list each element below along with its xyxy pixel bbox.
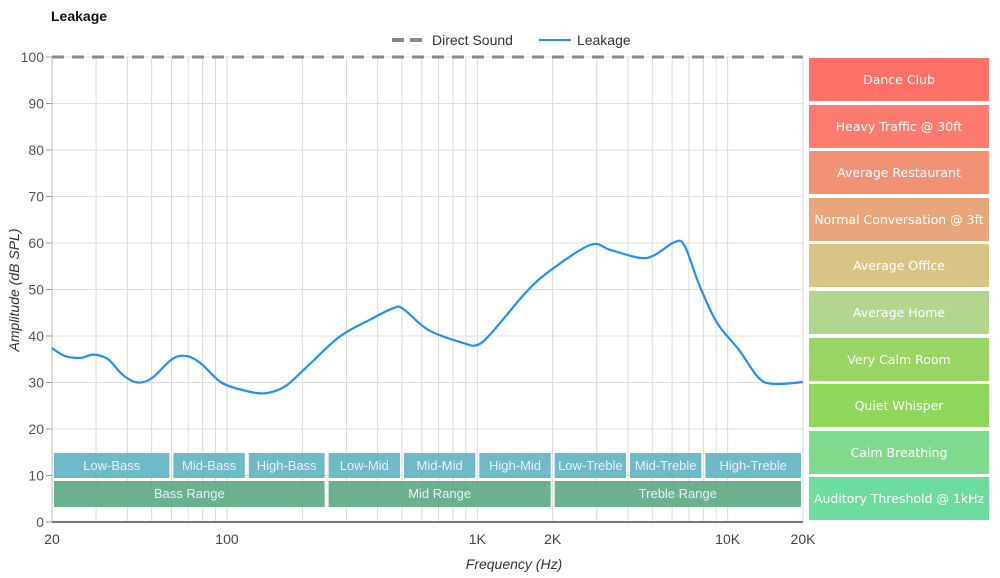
y-tick-label: 10 xyxy=(28,468,44,484)
legend-label: Direct Sound xyxy=(432,32,513,48)
reference-level-normal-conversation-3ft: Normal Conversation @ 3ft xyxy=(809,197,989,241)
band-mid-mid xyxy=(403,453,476,478)
band-label: Mid-Treble xyxy=(635,458,697,473)
dashed-line-icon xyxy=(392,38,426,42)
leakage-curve xyxy=(51,239,804,395)
y-axis-label: Amplitude (dB SPL) xyxy=(6,229,22,353)
y-tick-label: 90 xyxy=(28,96,44,112)
reference-level-heavy-traffic-30ft: Heavy Traffic @ 30ft xyxy=(809,104,989,148)
y-tick-label: 20 xyxy=(28,421,44,437)
band-mid-range xyxy=(328,481,551,507)
band-label: High-Mid xyxy=(489,458,541,473)
band-label: Mid-Mid xyxy=(417,458,463,473)
reference-level-auditory-threshold-1khz: Auditory Threshold @ 1kHz xyxy=(809,477,989,521)
solid-line-icon xyxy=(538,39,571,41)
band-low-mid xyxy=(328,453,400,478)
legend-item-direct-sound[interactable]: Direct Sound xyxy=(392,32,513,48)
band-low-treble xyxy=(554,453,627,478)
legend-item-leakage[interactable]: Leakage xyxy=(538,32,631,48)
chart-title: Leakage xyxy=(51,8,108,24)
band-low-bass xyxy=(54,453,170,478)
band-high-mid xyxy=(479,453,551,478)
x-tick-label: 1K xyxy=(469,531,487,547)
reference-level-average-office: Average Office xyxy=(809,244,989,288)
band-treble-range xyxy=(554,481,801,507)
reference-level-dance-club: Dance Club xyxy=(809,58,989,101)
y-tick-label: 80 xyxy=(28,142,44,158)
band-label: Low-Treble xyxy=(558,458,623,473)
band-label: High-Treble xyxy=(719,458,786,473)
x-tick-label: 10K xyxy=(715,531,741,547)
x-tick-label: 2K xyxy=(544,531,562,547)
band-label: Treble Range xyxy=(639,486,717,501)
band-label: Mid Range xyxy=(408,486,471,501)
y-tick-label: 70 xyxy=(28,189,44,205)
band-label: Low-Mid xyxy=(340,458,389,473)
reference-level-calm-breathing: Calm Breathing xyxy=(809,430,989,474)
frequency-bands: Low-Bass Mid-Bass High-Bass Low-Mid Mid-Mid H… xyxy=(54,453,801,507)
reference-level-quiet-whisper: Quiet Whisper xyxy=(809,384,989,428)
x-tick-label: 20 xyxy=(44,531,60,547)
y-tick-label: 100 xyxy=(21,49,45,65)
reference-level-very-calm-room: Very Calm Room xyxy=(809,337,989,381)
band-label: Bass Range xyxy=(154,486,225,501)
band-high-treble xyxy=(705,453,801,478)
y-tick-label: 0 xyxy=(36,514,44,530)
band-bass-range xyxy=(54,481,325,507)
legend-label: Leakage xyxy=(576,32,631,48)
band-label: Low-Bass xyxy=(83,458,141,473)
y-tick-label: 40 xyxy=(28,328,44,344)
y-tick-label: 60 xyxy=(28,235,44,251)
x-axis-label: Frequency (Hz) xyxy=(466,556,562,572)
band-label: Mid-Bass xyxy=(182,458,237,473)
reference-levels: Dance Club Heavy Traffic @ 30ft Average Re… xyxy=(809,58,989,524)
x-tick-label: 20K xyxy=(791,531,817,547)
band-label: High-Bass xyxy=(257,458,317,473)
y-tick-label: 50 xyxy=(28,282,44,298)
band-mid-bass xyxy=(173,453,245,478)
x-tick-label: 100 xyxy=(215,531,239,547)
reference-level-average-home: Average Home xyxy=(809,290,989,334)
band-mid-treble xyxy=(630,453,702,478)
reference-level-average-restaurant: Average Restaurant xyxy=(809,151,989,195)
axes: 20 100 1K 2K 10K 20K xyxy=(44,57,816,547)
legend: Direct Sound Leakage xyxy=(392,32,657,48)
band-high-bass xyxy=(248,453,325,478)
y-tick-label: 30 xyxy=(28,375,44,391)
